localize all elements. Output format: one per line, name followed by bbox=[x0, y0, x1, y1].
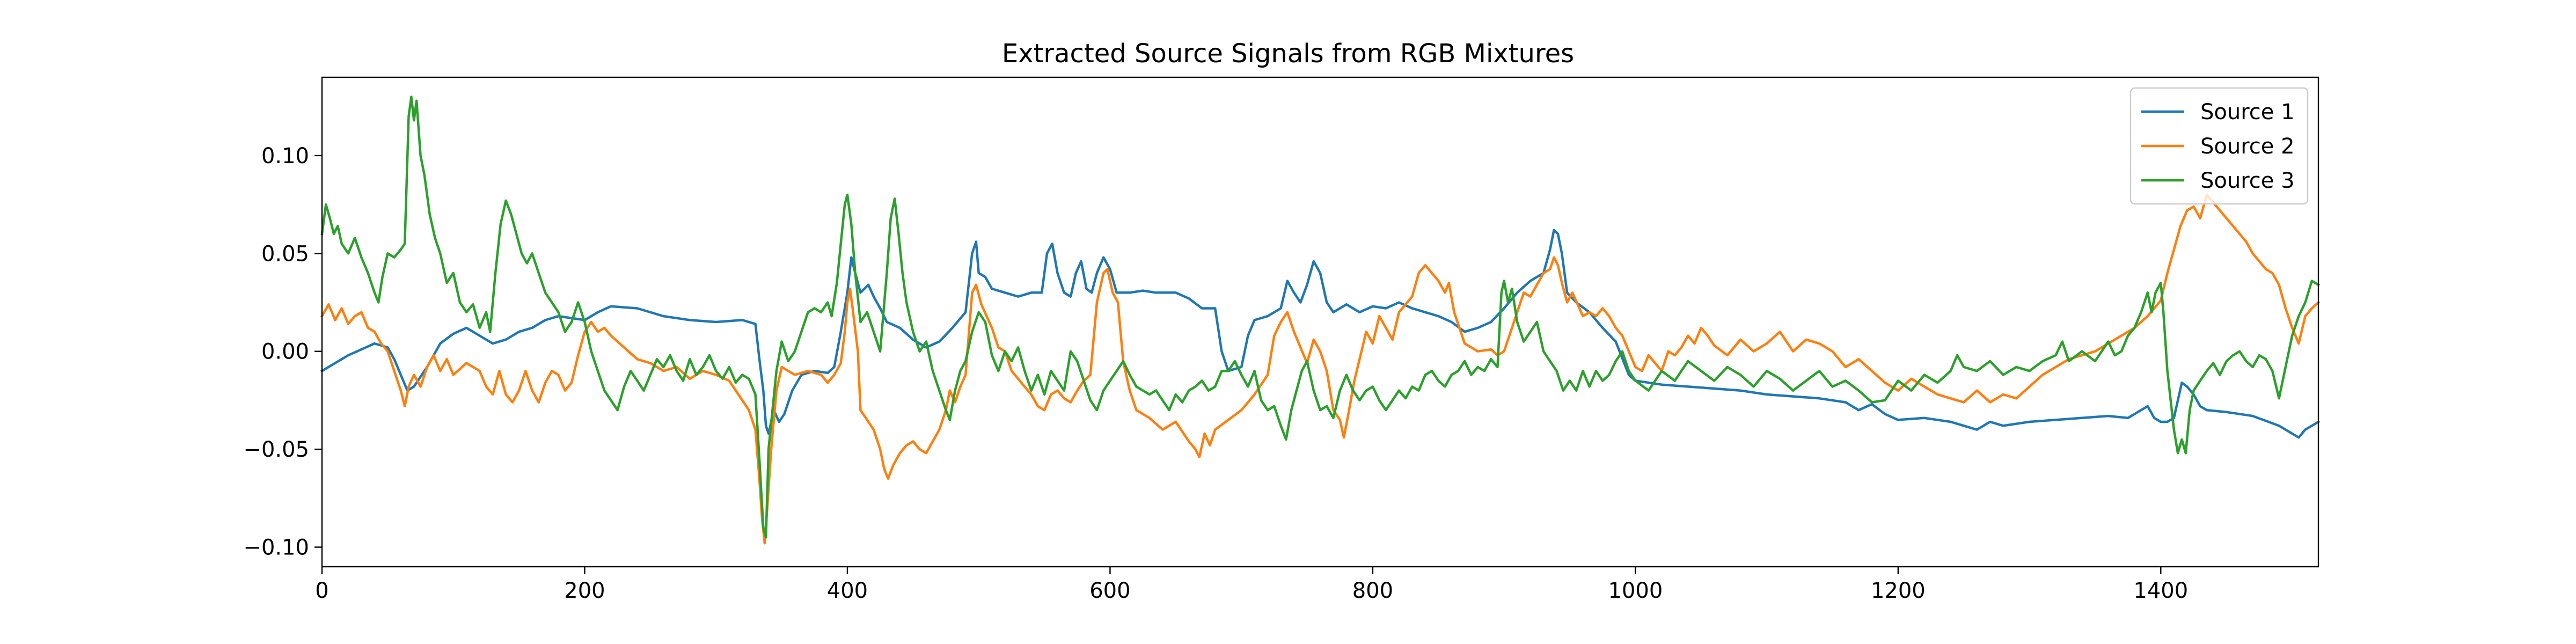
legend-box bbox=[2129, 87, 2309, 205]
series-line-source-3 bbox=[320, 96, 2321, 539]
x-tick-label: 800 bbox=[1352, 579, 1393, 603]
x-tick-label: 600 bbox=[1089, 579, 1130, 603]
x-axis-ticks: 0 200 400 600 800 1000 1200 1400 bbox=[315, 567, 2188, 603]
plot-frame bbox=[321, 76, 2319, 568]
legend-label-source-3: Source 3 bbox=[2200, 169, 2295, 193]
series-line-source-2 bbox=[320, 193, 2321, 545]
legend-label-source-1: Source 1 bbox=[2200, 100, 2295, 125]
y-tick-label: 0.05 bbox=[261, 241, 309, 266]
y-tick-label: 0.00 bbox=[261, 340, 309, 364]
legend: Source 1 Source 2 Source 3 bbox=[2129, 87, 2309, 205]
legend-label-source-2: Source 2 bbox=[2200, 134, 2295, 159]
x-tick-label: 400 bbox=[827, 579, 868, 603]
y-tick-label: 0.10 bbox=[261, 144, 309, 169]
series-line-source-1 bbox=[320, 229, 2321, 439]
y-axis-ticks: −0.10 −0.05 0.00 0.05 0.10 bbox=[243, 144, 322, 560]
y-tick-label: −0.10 bbox=[243, 536, 309, 560]
x-tick-label: 0 bbox=[315, 579, 328, 603]
x-tick-label: 1000 bbox=[1608, 579, 1663, 603]
chart-title: Extracted Source Signals from RGB Mixtur… bbox=[1002, 39, 1574, 69]
x-tick-label: 200 bbox=[564, 579, 605, 603]
plot-area bbox=[320, 96, 2321, 545]
x-tick-label: 1200 bbox=[1871, 579, 1926, 603]
x-tick-label: 1400 bbox=[2133, 579, 2188, 603]
y-tick-label: −0.05 bbox=[243, 437, 309, 462]
